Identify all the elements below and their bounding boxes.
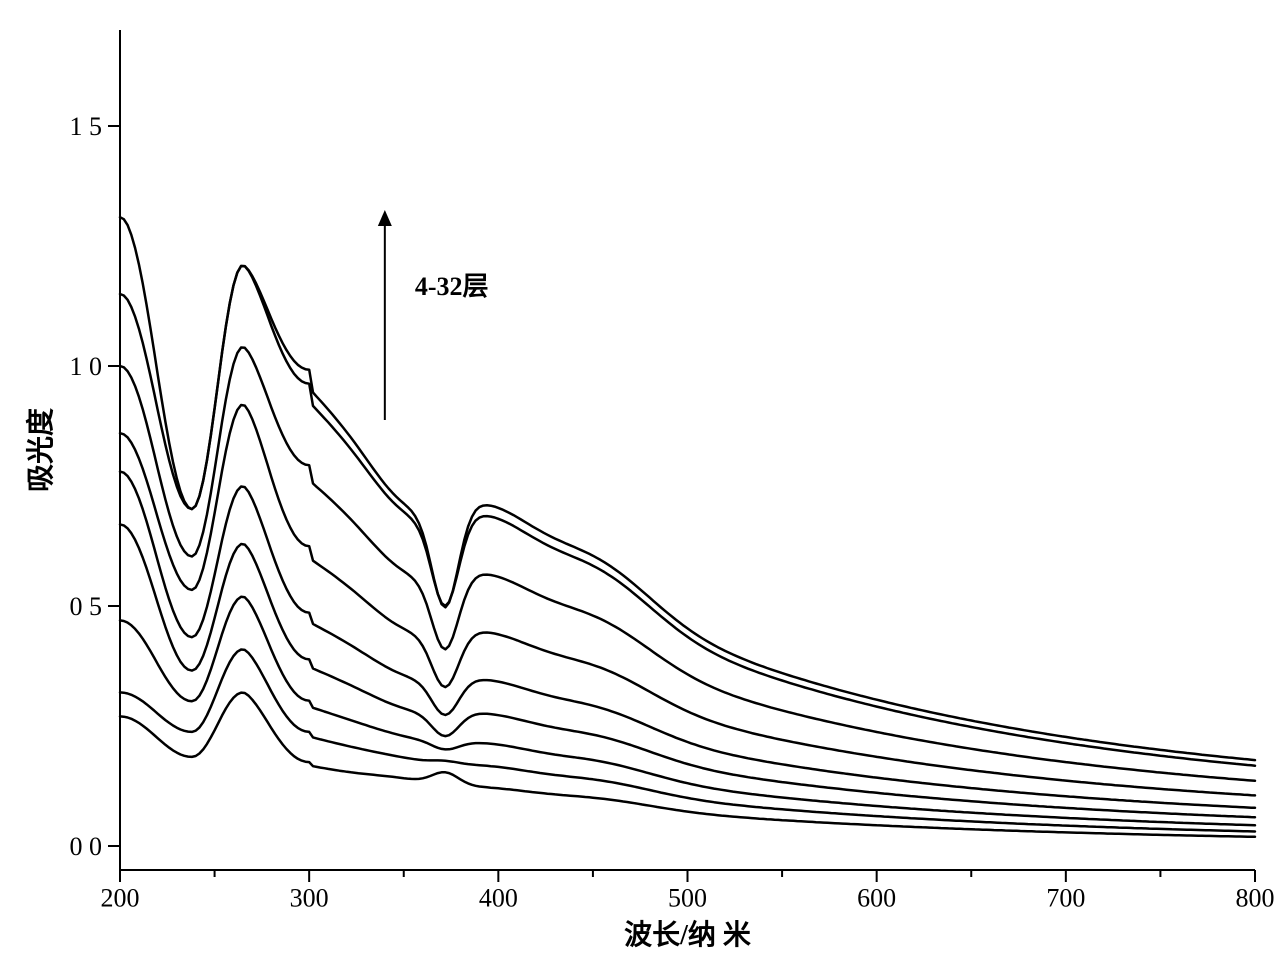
spectrum-line-6 xyxy=(120,348,1255,781)
y-tick-label: 0 0 xyxy=(70,832,103,861)
spectra-chart: 200 300 400 500 600 700 800 0 0 0 5 1 0 1 5 波长/纳 米 吸… xyxy=(0,0,1285,967)
x-tick-label: 200 xyxy=(101,884,140,913)
x-tick-label: 600 xyxy=(857,884,896,913)
x-tick-label: 400 xyxy=(479,884,518,913)
spectrum-line-3 xyxy=(120,524,1255,817)
x-axis-label: 波长/纳 米 xyxy=(624,918,751,951)
spectrum-line-7 xyxy=(120,266,1255,766)
y-tick-label: 1 0 xyxy=(70,352,103,381)
spectrum-line-5 xyxy=(120,405,1255,795)
chart-svg: 200 300 400 500 600 700 800 0 0 0 5 1 0 1 5 波长/纳 米 吸… xyxy=(0,0,1285,967)
x-tick-label: 500 xyxy=(668,884,707,913)
y-tick-label: 0 5 xyxy=(70,592,103,621)
x-tick-label: 800 xyxy=(1236,884,1275,913)
spectrum-line-4 xyxy=(120,472,1255,808)
spectrum-line-8 xyxy=(120,217,1255,760)
y-tick-label: 1 5 xyxy=(70,112,103,141)
annotation-text: 4-32层 xyxy=(415,272,489,301)
annotation-arrow-head xyxy=(378,210,392,226)
y-axis-label: 吸光度 xyxy=(25,408,57,492)
x-tick-label: 300 xyxy=(290,884,329,913)
x-tick-label: 700 xyxy=(1046,884,1085,913)
